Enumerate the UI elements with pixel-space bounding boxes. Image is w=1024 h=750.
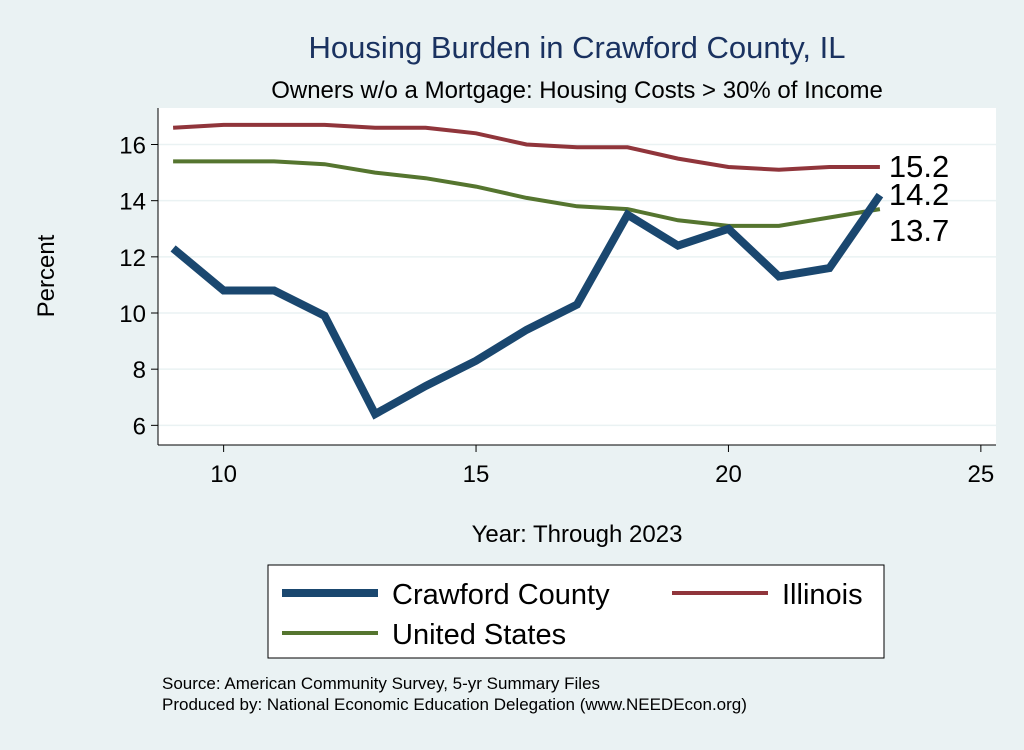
- y-tick-label: 10: [119, 301, 146, 328]
- x-axis-title: Year: Through 2023: [472, 521, 683, 548]
- x-tick-label: 15: [463, 461, 490, 488]
- end-labels: 14.215.2 13.7: [889, 149, 949, 248]
- x-tick-label: 25: [968, 461, 995, 488]
- axes: 6 8 10 12 14 16 10 15 20 25: [119, 108, 996, 488]
- plot-area: [158, 108, 996, 445]
- source-note: Source: American Community Survey, 5-yr …: [162, 674, 600, 693]
- producer-note: Produced by: National Economic Education…: [162, 695, 747, 714]
- end-label: 15.2: [889, 149, 949, 184]
- y-tick-label: 8: [133, 357, 146, 384]
- chart-subtitle: Owners w/o a Mortgage: Housing Costs > 3…: [271, 77, 883, 104]
- series-lines: [170, 122, 884, 420]
- series-line-illinois: [172, 122, 880, 172]
- y-tick-label: 12: [119, 245, 146, 272]
- legend-label: United States: [392, 619, 566, 651]
- legend-box: [267, 564, 885, 659]
- x-tick-label: 20: [715, 461, 742, 488]
- end-label: 13.7: [889, 213, 949, 248]
- series-line-crawford-county: [170, 192, 884, 420]
- y-tick-label: 16: [119, 133, 146, 160]
- grid-lines: [158, 143, 996, 427]
- legend: Crawford County Illinois United States: [282, 579, 863, 651]
- x-tick-label: 10: [210, 461, 237, 488]
- y-tick-label: 14: [119, 189, 146, 216]
- y-tick-label: 6: [133, 413, 146, 440]
- end-label: 14.2: [889, 177, 949, 212]
- chart-title: Housing Burden in Crawford County, IL: [308, 30, 845, 65]
- y-axis-title: Percent: [33, 234, 60, 317]
- series-line-united-states: [173, 159, 881, 228]
- legend-label: Crawford County: [392, 579, 610, 611]
- legend-label: Illinois: [782, 579, 863, 611]
